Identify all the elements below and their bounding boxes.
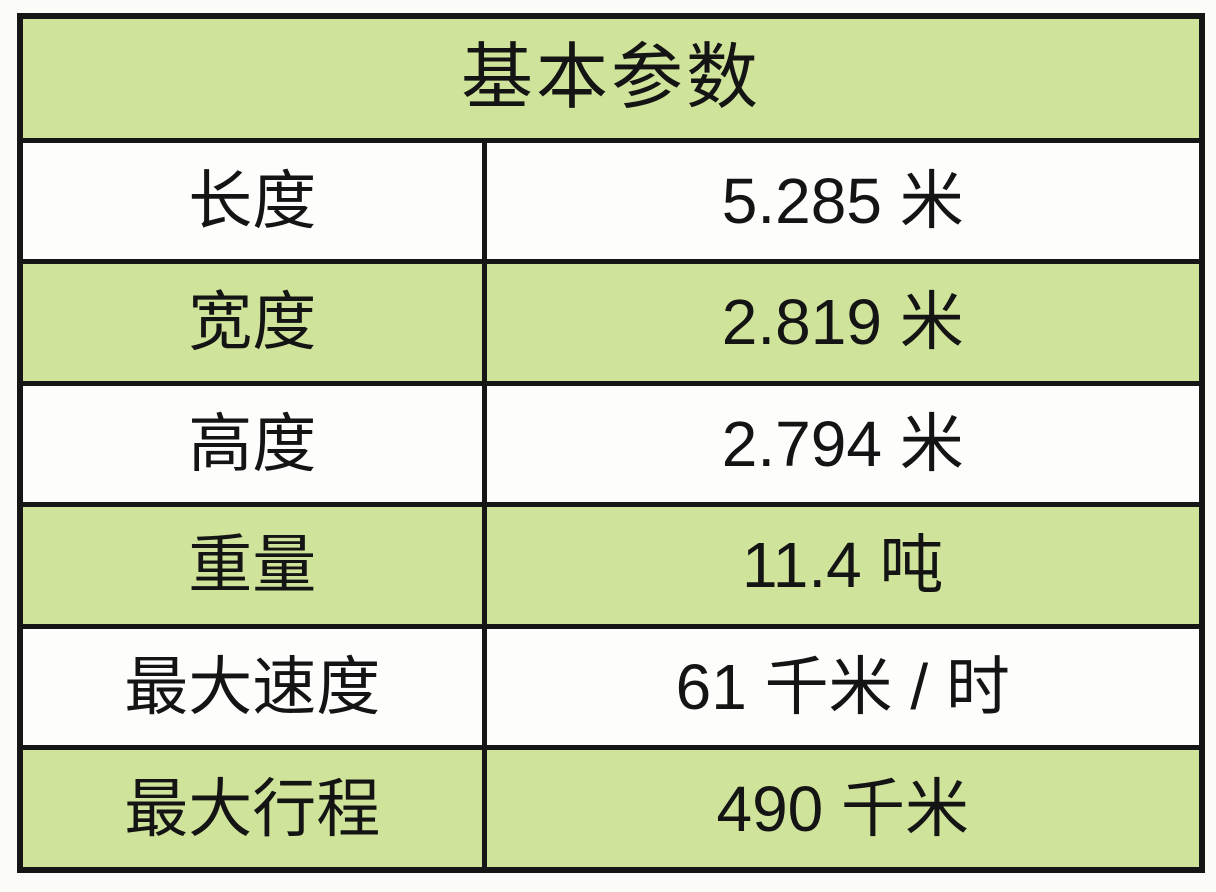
table-row-length: 长度 5.285 米 [17, 137, 1205, 265]
table-row-weight: 重量 11.4 吨 [17, 502, 1205, 629]
param-label-length: 长度 [17, 137, 487, 265]
param-label-max-range: 最大行程 [17, 745, 487, 873]
table-row-width: 宽度 2.819 米 [17, 259, 1205, 386]
table-header-row: 基本参数 [17, 13, 1205, 143]
table-row-max-speed: 最大速度 61 千米 / 时 [17, 623, 1205, 751]
param-label-height: 高度 [17, 380, 487, 508]
param-value-length: 5.285 米 [481, 137, 1205, 265]
param-value-width: 2.819 米 [481, 259, 1205, 386]
table-row-max-range: 最大行程 490 千米 [17, 745, 1205, 873]
param-label-weight: 重量 [17, 502, 487, 629]
param-value-max-range: 490 千米 [481, 745, 1205, 873]
param-label-max-speed: 最大速度 [17, 623, 487, 751]
param-value-weight: 11.4 吨 [481, 502, 1205, 629]
basic-parameters-table: 基本参数 长度 5.285 米 宽度 2.819 米 高度 2.794 米 重量… [17, 13, 1206, 873]
param-value-height: 2.794 米 [481, 380, 1205, 508]
param-label-width: 宽度 [17, 259, 487, 386]
param-value-max-speed: 61 千米 / 时 [481, 623, 1205, 751]
table-title: 基本参数 [17, 13, 1205, 143]
table-row-height: 高度 2.794 米 [17, 380, 1205, 508]
